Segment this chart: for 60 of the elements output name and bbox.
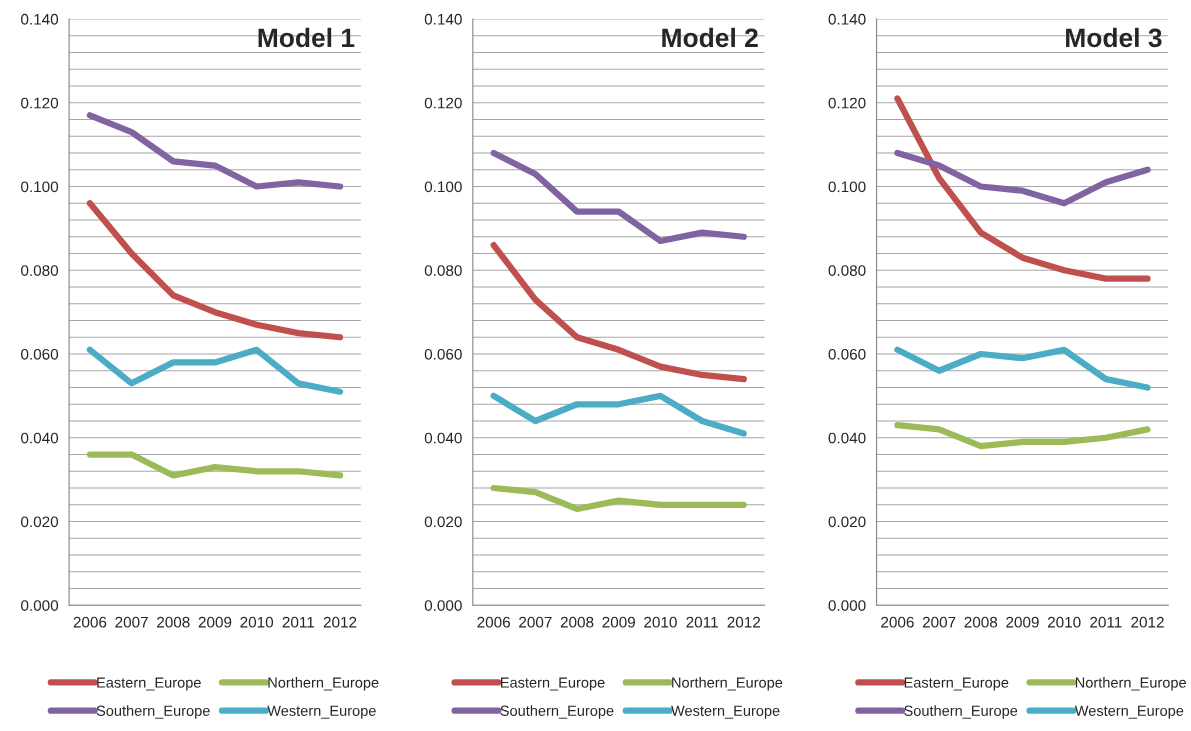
y-tick-label: 0.140	[21, 13, 59, 25]
legend-label: Western_Europe	[1074, 705, 1184, 719]
x-tick-label: 2008	[157, 616, 190, 628]
legend-label: Southern_Europe	[500, 705, 614, 719]
y-tick-label: 0.060	[424, 348, 462, 360]
x-tick-label: 2006	[477, 616, 510, 628]
x-tick-label: 2007	[922, 616, 956, 628]
y-tick-label: 0.000	[828, 600, 866, 611]
chart-title: Model 1	[258, 27, 355, 48]
x-tick-label: 2010	[1047, 616, 1081, 628]
y-tick-label: 0.060	[828, 348, 866, 360]
y-tick-label: 0.100	[828, 181, 866, 193]
x-tick-label: 2007	[519, 616, 552, 628]
y-tick-label: 0.060	[21, 348, 59, 360]
legend-label: Eastern_Europe	[97, 677, 201, 691]
x-tick-label: 2006	[73, 616, 107, 628]
x-tick-label: 2012	[323, 616, 357, 628]
y-tick-label: 0.020	[828, 516, 866, 528]
y-tick-label: 0.140	[828, 13, 866, 25]
y-tick-label: 0.000	[21, 600, 59, 611]
x-tick-label: 2012	[1131, 616, 1164, 628]
x-tick-label: 2010	[644, 616, 677, 628]
x-tick-label: 2011	[282, 616, 315, 628]
y-tick-label: 0.040	[424, 432, 462, 444]
legend-label: Eastern_Europe	[501, 677, 605, 691]
y-tick-label: 0.000	[424, 600, 462, 611]
legend-label: Western_Europe	[671, 705, 780, 719]
legend-label: Northern_Europe	[268, 677, 379, 691]
x-tick-label: 2012	[727, 616, 761, 628]
y-tick-label: 0.120	[828, 97, 866, 109]
x-tick-label: 2009	[602, 616, 635, 628]
y-tick-label: 0.080	[21, 265, 59, 276]
x-tick-label: 2007	[115, 616, 148, 628]
y-tick-label: 0.100	[424, 181, 462, 193]
chart-title: Model 3	[1066, 27, 1162, 48]
y-tick-label: 0.080	[424, 265, 462, 276]
y-tick-label: 0.140	[424, 13, 462, 25]
legend-label: Northern_Europe	[1075, 677, 1186, 691]
y-tick-label: 0.020	[21, 516, 59, 528]
legend-label: Eastern_Europe	[904, 677, 1009, 691]
x-tick-label: 2010	[240, 616, 274, 628]
y-tick-label: 0.080	[828, 265, 866, 276]
legend-label: Northern_Europe	[672, 677, 783, 691]
legend-label: Southern_Europe	[904, 705, 1018, 719]
x-tick-label: 2006	[881, 616, 914, 628]
y-tick-label: 0.020	[424, 516, 462, 528]
x-tick-label: 2009	[1006, 616, 1039, 628]
y-tick-label: 0.120	[21, 97, 59, 109]
x-tick-label: 2011	[1090, 616, 1122, 628]
legend-label: Southern_Europe	[96, 705, 210, 719]
y-tick-label: 0.120	[424, 97, 462, 109]
x-tick-label: 2008	[964, 616, 998, 628]
x-tick-label: 2008	[560, 616, 594, 628]
chart-title: Model 2	[662, 27, 758, 48]
x-tick-label: 2009	[198, 616, 232, 628]
legend-label: Western_Europe	[267, 705, 376, 719]
x-tick-label: 2011	[686, 616, 718, 628]
y-tick-label: 0.040	[828, 432, 866, 444]
y-tick-label: 0.100	[21, 181, 59, 193]
y-tick-label: 0.040	[21, 432, 59, 444]
